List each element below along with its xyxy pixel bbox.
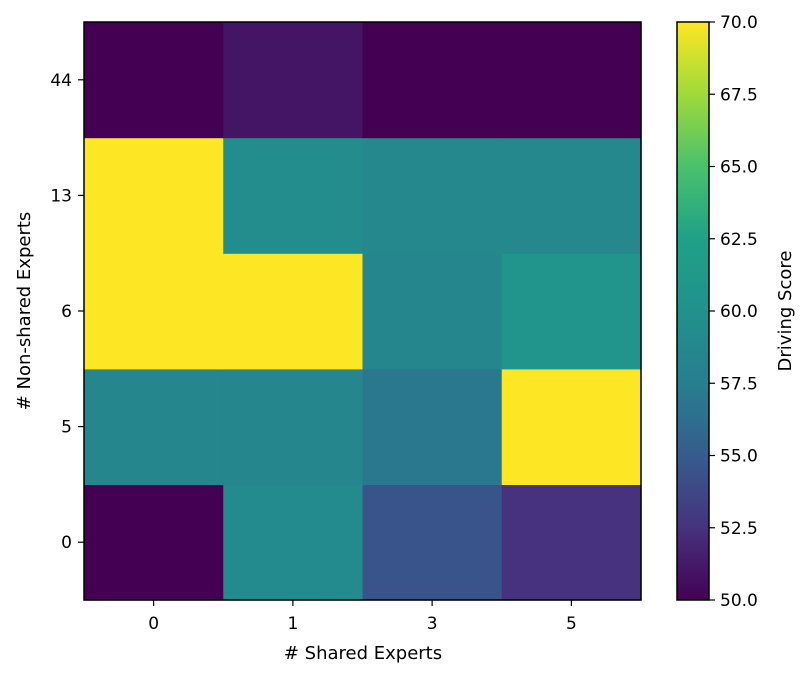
colorbar-tick-label: 62.5 [720, 230, 758, 250]
x-tick-label: 5 [566, 614, 577, 634]
x-tick-label: 1 [287, 614, 298, 634]
heatmap-cell [223, 22, 364, 139]
heatmap-cell [223, 137, 364, 254]
heatmap-cell [223, 253, 364, 370]
y-tick-label: 44 [50, 71, 72, 91]
colorbar-tick-label: 55.0 [720, 447, 758, 467]
heatmap-cell [223, 368, 364, 485]
y-tick-label: 6 [61, 302, 72, 322]
colorbar-tick-label: 50.0 [720, 591, 758, 611]
heatmap-cell [362, 368, 503, 485]
x-tick-label: 0 [148, 614, 159, 634]
heatmap-cell [362, 22, 503, 139]
heatmap-cell [362, 137, 503, 254]
y-axis-label: # Non-shared Experts [14, 212, 35, 411]
heatmap-cell [84, 484, 224, 601]
heatmap-cell [501, 253, 642, 370]
colorbar-label: Driving Score [775, 251, 796, 372]
heatmap-cell [362, 484, 503, 601]
heatmap-cell [84, 137, 224, 254]
heatmap-cell [84, 368, 224, 485]
heatmap-cell [84, 253, 224, 370]
y-tick-label: 13 [50, 186, 72, 206]
colorbar-ticks: 50.0 52.5 55.0 57.5 60.0 62.5 65.0 67.5 70.0 [709, 13, 758, 611]
heatmap-cell [501, 368, 642, 485]
colorbar [676, 21, 710, 601]
colorbar-tick-label: 57.5 [720, 374, 758, 394]
colorbar-tick-label: 70.0 [720, 13, 758, 33]
heatmap-cell [223, 484, 364, 601]
heatmap-cell [501, 22, 642, 139]
x-axis-ticks: 0 1 3 5 [148, 600, 577, 634]
y-tick-label: 5 [61, 418, 72, 438]
heatmap-cells [84, 22, 642, 601]
y-tick-label: 0 [61, 533, 72, 553]
y-axis-ticks: 0 5 6 13 44 [50, 71, 84, 553]
colorbar-tick-label: 52.5 [720, 519, 758, 539]
heatmap-cell [84, 22, 224, 139]
colorbar-tick-label: 60.0 [720, 302, 758, 322]
heatmap-cell [501, 484, 642, 601]
colorbar-tick-label: 65.0 [720, 158, 758, 178]
heatmap-cell [501, 137, 642, 254]
heatmap-cell [362, 253, 503, 370]
colorbar-tick-label: 67.5 [720, 85, 758, 105]
x-axis-label: # Shared Experts [284, 643, 442, 664]
x-tick-label: 3 [427, 614, 438, 634]
